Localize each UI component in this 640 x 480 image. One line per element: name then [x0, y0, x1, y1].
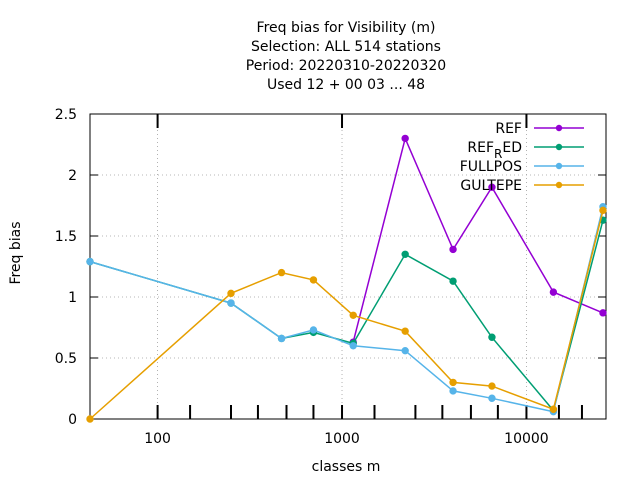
- series-line: [352, 136, 604, 343]
- data-point: [277, 268, 286, 277]
- axes: 0 0.5 1 1.5 2 2.5 100 1000 10000: [55, 107, 607, 447]
- data-point: [401, 250, 409, 259]
- legend-swatch-point: [555, 124, 563, 132]
- y-tick-label: 0: [68, 412, 77, 428]
- series-line: [89, 219, 604, 413]
- x-tick-label: 100: [144, 431, 171, 447]
- legend-item: GULTEPE: [460, 178, 584, 194]
- legend-swatch-point: [555, 181, 563, 189]
- data-point: [599, 309, 607, 317]
- x-axis-label: classes m: [312, 459, 381, 475]
- data-point: [449, 387, 457, 395]
- plot-frame: [89, 113, 607, 420]
- data-point: [549, 405, 558, 413]
- y-tick-label: 0.5: [55, 351, 77, 367]
- title-line: Freq bias for Visibility (m): [257, 20, 436, 36]
- data-point: [86, 257, 94, 266]
- data-point: [277, 334, 286, 343]
- x-tick-label: 1000: [324, 431, 360, 447]
- y-axis-label: Freq bias: [8, 221, 24, 284]
- data-point: [349, 311, 357, 319]
- data-point: [401, 346, 409, 355]
- data-point: [227, 289, 235, 298]
- y-tick-label: 2: [68, 168, 77, 184]
- series-gultepe: [86, 206, 607, 423]
- data-point: [401, 134, 409, 143]
- title-line: Selection: ALL 514 stations: [251, 39, 441, 55]
- legend-label: REFRED: [467, 140, 522, 161]
- data-point: [309, 326, 318, 334]
- legend-label: GULTEPE: [460, 178, 522, 194]
- data-point: [488, 183, 496, 191]
- legend-label: FULLPOS: [460, 159, 522, 175]
- grid: [90, 114, 606, 419]
- data-point: [599, 206, 607, 215]
- legend-item: REFRED: [467, 140, 584, 161]
- legend-item: FULLPOS: [460, 159, 584, 175]
- legend-swatch-point: [555, 162, 563, 170]
- data-point: [449, 277, 457, 285]
- data-point: [488, 333, 496, 341]
- y-tick-label: 2.5: [55, 107, 77, 123]
- chart-title: Freq bias for Visibility (m) Selection: A…: [246, 20, 446, 93]
- data-point: [86, 415, 94, 423]
- x-tick-label: 10000: [504, 431, 549, 447]
- data-point: [449, 245, 457, 254]
- series-group: [86, 134, 607, 423]
- title-line: Period: 20220310-20220320: [246, 58, 446, 74]
- data-point: [349, 342, 357, 350]
- series-line: [89, 206, 604, 413]
- data-point: [449, 378, 457, 387]
- data-point: [227, 299, 235, 307]
- y-tick-label: 1.5: [55, 229, 77, 245]
- data-point: [488, 394, 496, 402]
- data-point: [549, 288, 558, 296]
- data-point: [488, 382, 496, 390]
- data-point: [401, 327, 409, 335]
- series-ref-red: [86, 216, 607, 415]
- series-line: [89, 210, 604, 420]
- title-line: Used 12 + 00 03 ... 48: [267, 77, 425, 93]
- legend-swatch-point: [555, 143, 563, 151]
- legend-label: REF: [495, 121, 522, 137]
- y-tick-label: 1: [68, 290, 77, 306]
- data-point: [309, 276, 318, 284]
- legend-item: REF: [495, 121, 584, 137]
